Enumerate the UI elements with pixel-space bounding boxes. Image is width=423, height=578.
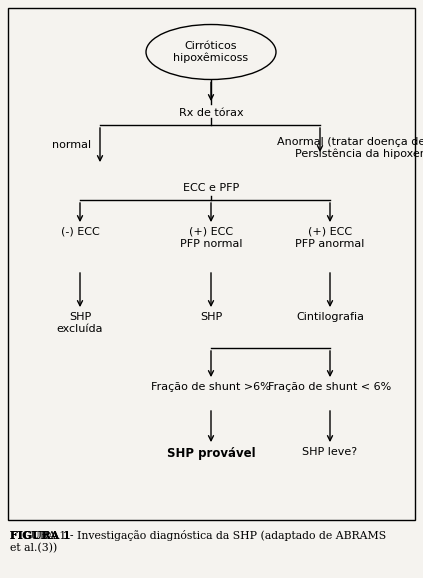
Bar: [8, 8, 415, 520]
Text: SHP leve?: SHP leve?: [302, 447, 357, 457]
Text: SHP: SHP: [200, 312, 222, 322]
Text: Rx de tórax: Rx de tórax: [179, 108, 243, 118]
Text: FIGURA 1: FIGURA 1: [10, 530, 71, 541]
Text: FIGURA 1: FIGURA 1: [10, 530, 71, 541]
Text: SHP
excluída: SHP excluída: [57, 312, 103, 334]
Text: Anormal (tratar doença de base)
Persistência da hipoxemia: Anormal (tratar doença de base) Persistê…: [277, 137, 423, 159]
Text: (+) ECC
PFP anormal: (+) ECC PFP anormal: [295, 227, 365, 249]
Text: Fração de shunt >6%: Fração de shunt >6%: [151, 382, 271, 392]
Text: (-) ECC: (-) ECC: [60, 227, 99, 237]
Ellipse shape: [146, 24, 276, 80]
Text: FIGURA 1 - Investigação diagnóstica da SHP (adaptado de ABRAMS
et al.(3)): FIGURA 1 - Investigação diagnóstica da S…: [10, 530, 386, 553]
Text: Fração de shunt < 6%: Fração de shunt < 6%: [268, 382, 392, 392]
Text: ECC e PFP: ECC e PFP: [183, 183, 239, 193]
Text: (+) ECC
PFP normal: (+) ECC PFP normal: [180, 227, 242, 249]
Text: Cirróticos
hipoxêmicoss: Cirróticos hipoxêmicoss: [173, 41, 249, 63]
Text: normal: normal: [52, 140, 91, 150]
Text: Cintilografia: Cintilografia: [296, 312, 364, 322]
Text: SHP provável: SHP provável: [167, 447, 255, 460]
